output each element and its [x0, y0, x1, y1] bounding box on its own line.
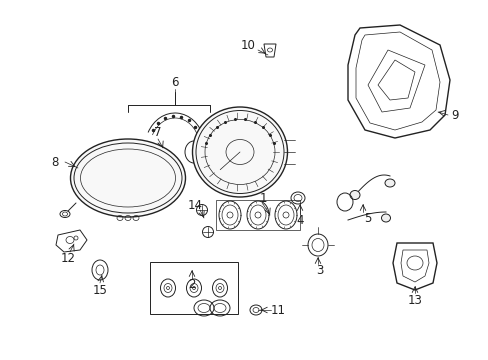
Ellipse shape [349, 190, 359, 199]
Text: 11: 11 [270, 303, 285, 316]
Text: 13: 13 [407, 293, 422, 306]
Text: 14: 14 [187, 198, 202, 212]
Ellipse shape [70, 139, 185, 217]
Text: 3: 3 [316, 264, 323, 276]
Text: 9: 9 [450, 108, 458, 122]
Ellipse shape [384, 179, 394, 187]
Ellipse shape [381, 214, 390, 222]
Text: 2: 2 [188, 279, 195, 292]
Bar [216, 200, 299, 230]
Text: 8: 8 [51, 156, 59, 168]
Text: 15: 15 [92, 284, 107, 297]
Ellipse shape [192, 107, 287, 197]
Text: 4: 4 [296, 213, 303, 226]
Text: 12: 12 [61, 252, 75, 265]
Text: 6: 6 [171, 76, 179, 89]
Text: 10: 10 [240, 39, 255, 51]
Bar [150, 262, 238, 314]
Text: 1: 1 [259, 192, 266, 204]
Text: 5: 5 [364, 212, 371, 225]
Text: 7: 7 [154, 126, 162, 139]
